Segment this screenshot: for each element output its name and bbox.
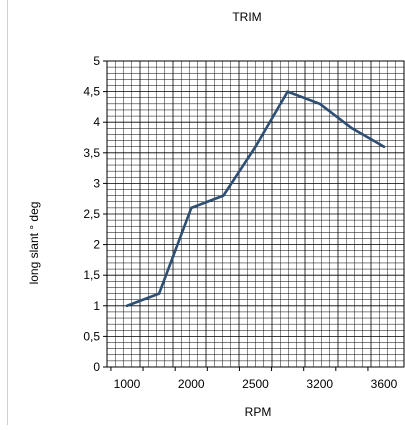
y-tick-label: 2: [93, 238, 100, 252]
data-point: [254, 145, 257, 148]
data-point: [382, 145, 386, 148]
x-tick-label: 2000: [178, 377, 205, 391]
data-point: [125, 304, 129, 307]
frame-left-border: [7, 0, 8, 425]
y-axis-label: long slant ° deg: [27, 202, 41, 285]
x-tick-label: 2500: [242, 377, 269, 391]
y-tick-label: 0,5: [83, 329, 100, 343]
y-tick-label: 1,5: [83, 268, 100, 282]
y-tick-label: 2,5: [83, 207, 100, 221]
data-point: [190, 206, 193, 210]
x-tick-label: 3200: [306, 377, 333, 391]
x-axis-label: RPM: [245, 405, 272, 419]
y-tick-label: 4: [93, 115, 100, 129]
chart-title: TRIM: [232, 10, 261, 24]
y-tick-label: 3,5: [83, 146, 100, 160]
y-tick-label: 3: [93, 176, 100, 190]
x-tick-label: 1000: [114, 377, 141, 391]
series-lines: [125, 90, 386, 308]
y-tick-label: 4,5: [83, 85, 100, 99]
grid-lines: [107, 61, 404, 367]
y-tick-label: 0: [93, 360, 100, 374]
data-point: [286, 90, 289, 93]
data-point: [157, 292, 161, 295]
x-tick-labels: 1000 2000 2500 3200 3600: [114, 377, 398, 391]
y-tick-label: 5: [93, 54, 100, 68]
x-tick-label: 3600: [371, 377, 398, 391]
y-tick-label: 1: [93, 299, 100, 313]
y-tick-labels: 0 0,5 1 1,5 2 2,5 3 3,5 4 4,5 5: [83, 54, 100, 374]
axes: [103, 60, 405, 371]
data-point: [222, 194, 225, 197]
data-point: [318, 102, 321, 106]
data-point: [350, 127, 354, 130]
